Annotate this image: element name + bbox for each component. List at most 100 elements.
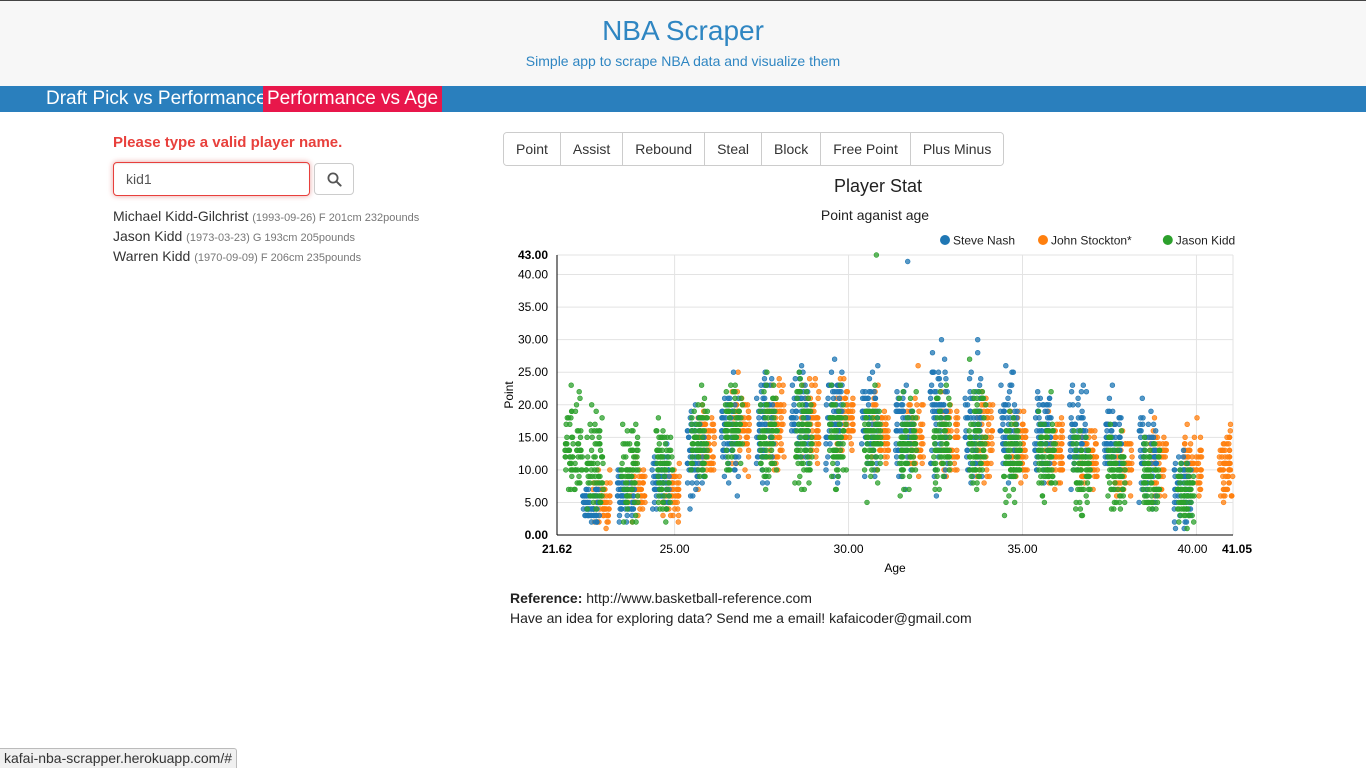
data-point: [1057, 447, 1064, 453]
data-point: [591, 454, 597, 460]
data-point: [1050, 428, 1056, 434]
x-axis-label: Age: [884, 561, 906, 575]
result-item[interactable]: Warren Kidd (1970-09-09) F 206cm 235poun…: [113, 248, 419, 268]
data-point: [978, 376, 984, 382]
data-point: [745, 473, 752, 480]
data-point: [1008, 467, 1014, 473]
data-point: [903, 382, 909, 388]
data-point: [932, 480, 939, 486]
data-point: [823, 434, 829, 440]
legend-swatch: [1162, 235, 1173, 245]
legend-swatch: [940, 235, 950, 245]
data-point: [796, 369, 802, 375]
stat-button-rebound[interactable]: Rebound: [623, 133, 706, 165]
data-point: [757, 402, 764, 408]
data-point: [1083, 389, 1090, 395]
data-point: [729, 441, 735, 447]
data-point: [953, 421, 959, 428]
tab-performance-vs-age[interactable]: Performance vs Age: [263, 86, 443, 112]
data-point: [689, 415, 695, 421]
app-title[interactable]: NBA Scraper: [602, 15, 764, 46]
data-point: [1141, 499, 1147, 506]
data-point: [931, 428, 938, 434]
y-tick-label: 0.00: [525, 528, 549, 542]
data-point: [1227, 428, 1233, 434]
data-point: [724, 428, 731, 434]
data-point: [1107, 421, 1114, 428]
data-point: [764, 408, 770, 415]
data-point: [626, 473, 632, 480]
data-point: [876, 408, 882, 415]
data-point: [1006, 493, 1012, 499]
data-point: [1121, 499, 1128, 506]
result-item[interactable]: Michael Kidd-Gilchrist (1993-09-26) F 20…: [113, 208, 419, 228]
tab-draft-pick-vs-performance[interactable]: Draft Pick vs Performance: [46, 88, 267, 109]
data-point: [1070, 467, 1076, 473]
data-point: [931, 434, 937, 440]
data-point: [1075, 402, 1081, 408]
data-point: [633, 512, 639, 519]
data-point: [1040, 473, 1047, 480]
data-point: [1155, 454, 1162, 460]
data-point: [1220, 499, 1227, 506]
data-point: [966, 441, 973, 447]
data-point: [900, 389, 906, 395]
stat-button-point[interactable]: Point: [504, 133, 561, 165]
data-point: [1010, 415, 1016, 421]
data-point: [768, 460, 774, 467]
data-point: [669, 467, 676, 473]
data-point: [973, 467, 979, 473]
stat-button-assist[interactable]: Assist: [560, 133, 624, 165]
data-point: [597, 499, 604, 506]
data-point: [1136, 499, 1142, 506]
data-point: [1119, 486, 1126, 493]
data-point: [1226, 454, 1233, 460]
data-point: [979, 441, 985, 447]
data-point: [1190, 473, 1197, 480]
data-point: [941, 356, 948, 362]
data-point: [901, 486, 907, 493]
stat-button-free-point[interactable]: Free Point: [821, 133, 911, 165]
data-point: [761, 428, 767, 434]
result-meta: (1993-09-26) F 201cm 232pounds: [252, 212, 420, 224]
data-point: [685, 434, 692, 440]
stat-button-plus-minus[interactable]: Plus Minus: [910, 133, 1004, 165]
player-search-input[interactable]: [113, 162, 310, 196]
data-point: [973, 428, 979, 434]
data-point: [878, 454, 884, 460]
data-point: [898, 454, 904, 460]
data-point: [758, 447, 764, 453]
data-point: [920, 441, 926, 447]
data-point: [1161, 447, 1167, 453]
data-point: [860, 389, 866, 395]
y-tick-label: 43.00: [518, 248, 548, 262]
data-point: [1058, 454, 1065, 460]
data-point: [1176, 519, 1182, 525]
data-point: [769, 434, 775, 440]
data-point: [1118, 428, 1125, 434]
data-point: [928, 382, 935, 388]
data-point: [564, 434, 570, 440]
data-point: [592, 421, 598, 428]
data-point: [1148, 473, 1154, 480]
data-point: [906, 486, 912, 493]
stat-button-block[interactable]: Block: [762, 133, 822, 165]
data-point: [1220, 467, 1227, 473]
data-point: [872, 434, 878, 440]
data-point: [1057, 460, 1063, 467]
chart-subtitle: Point aganist age: [821, 207, 929, 223]
data-point: [584, 434, 590, 440]
data-point: [931, 460, 937, 467]
x-tick-label: 35.00: [1007, 542, 1037, 556]
data-point: [1013, 434, 1019, 440]
search-button[interactable]: [314, 163, 354, 195]
result-item[interactable]: Jason Kidd (1973-03-23) G 193cm 205pound…: [113, 228, 419, 248]
stat-button-steal[interactable]: Steal: [705, 133, 763, 165]
data-point: [1082, 428, 1089, 434]
data-point: [1188, 486, 1194, 493]
data-point: [620, 454, 627, 460]
data-point: [764, 369, 770, 375]
data-point: [875, 363, 881, 369]
data-point: [1074, 480, 1080, 486]
data-point: [569, 454, 576, 460]
